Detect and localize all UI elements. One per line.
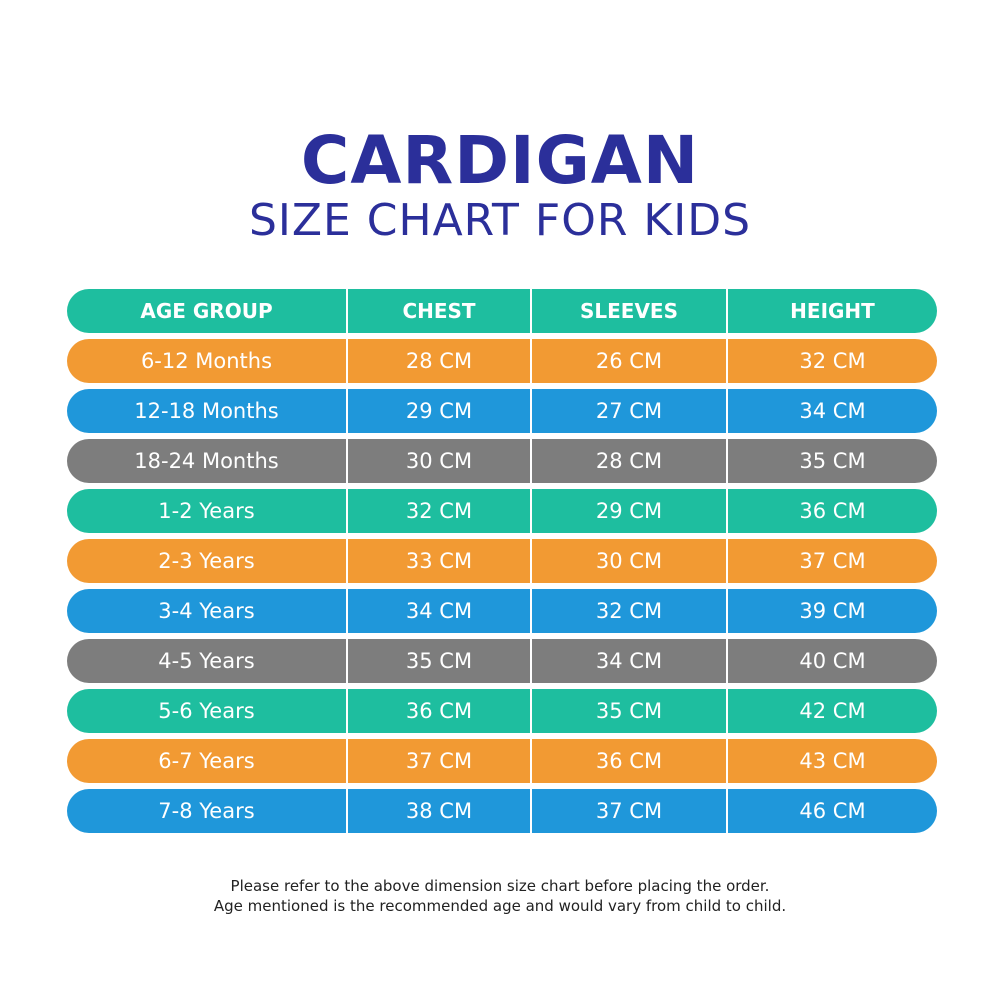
cell-sleeves: 27 CM bbox=[530, 389, 726, 433]
cell-sleeves: 34 CM bbox=[530, 639, 726, 683]
cell-sleeves: 26 CM bbox=[530, 339, 726, 383]
table-row: 4-5 Years 35 CM 34 CM 40 CM bbox=[67, 639, 937, 683]
footnote: Please refer to the above dimension size… bbox=[0, 876, 1000, 916]
cell-chest: 32 CM bbox=[346, 489, 530, 533]
table-row: 3-4 Years 34 CM 32 CM 39 CM bbox=[67, 589, 937, 633]
cell-sleeves: 37 CM bbox=[530, 789, 726, 833]
cell-age-group: 5-6 Years bbox=[158, 699, 255, 723]
cell-chest: 28 CM bbox=[346, 339, 530, 383]
table-header-row: AGE GROUP CHEST SLEEVES HEIGHT bbox=[67, 289, 937, 333]
cell-height: 32 CM bbox=[726, 339, 937, 383]
cell-height: 46 CM bbox=[726, 789, 937, 833]
table-row: 7-8 Years 38 CM 37 CM 46 CM bbox=[67, 789, 937, 833]
cell-sleeves: 36 CM bbox=[530, 739, 726, 783]
table-row: 1-2 Years 32 CM 29 CM 36 CM bbox=[67, 489, 937, 533]
cell-chest: 35 CM bbox=[346, 639, 530, 683]
cell-chest: 34 CM bbox=[346, 589, 530, 633]
cell-age-group: 7-8 Years bbox=[158, 799, 255, 823]
table-row: 2-3 Years 33 CM 30 CM 37 CM bbox=[67, 539, 937, 583]
cell-chest: 36 CM bbox=[346, 689, 530, 733]
footnote-line-2: Age mentioned is the recommended age and… bbox=[213, 897, 787, 915]
table-row: 12-18 Months 29 CM 27 CM 34 CM bbox=[67, 389, 937, 433]
table-row: 18-24 Months 30 CM 28 CM 35 CM bbox=[67, 439, 937, 483]
cell-chest: 30 CM bbox=[346, 439, 530, 483]
header-chest: CHEST bbox=[346, 289, 530, 333]
cell-height: 35 CM bbox=[726, 439, 937, 483]
cell-height: 39 CM bbox=[726, 589, 937, 633]
header-sleeves: SLEEVES bbox=[530, 289, 726, 333]
chart-title: CARDIGAN bbox=[300, 122, 700, 199]
cell-age-group: 1-2 Years bbox=[158, 499, 255, 523]
size-chart-table: AGE GROUP CHEST SLEEVES HEIGHT 6-12 Mont… bbox=[67, 289, 937, 839]
cell-height: 40 CM bbox=[726, 639, 937, 683]
header-height: HEIGHT bbox=[726, 289, 937, 333]
cell-age-group: 6-7 Years bbox=[158, 749, 255, 773]
cell-height: 37 CM bbox=[726, 539, 937, 583]
cell-age-group: 2-3 Years bbox=[158, 549, 255, 573]
cell-chest: 29 CM bbox=[346, 389, 530, 433]
cell-height: 34 CM bbox=[726, 389, 937, 433]
cell-sleeves: 35 CM bbox=[530, 689, 726, 733]
chart-subtitle: SIZE CHART FOR KIDS bbox=[248, 195, 752, 246]
cell-age-group: 4-5 Years bbox=[158, 649, 255, 673]
cell-sleeves: 29 CM bbox=[530, 489, 726, 533]
table-row: 6-12 Months 28 CM 26 CM 32 CM bbox=[67, 339, 937, 383]
table-row: 6-7 Years 37 CM 36 CM 43 CM bbox=[67, 739, 937, 783]
cell-chest: 38 CM bbox=[346, 789, 530, 833]
cell-height: 36 CM bbox=[726, 489, 937, 533]
cell-chest: 33 CM bbox=[346, 539, 530, 583]
header-age-group: AGE GROUP bbox=[140, 299, 273, 323]
table-row: 5-6 Years 36 CM 35 CM 42 CM bbox=[67, 689, 937, 733]
cell-sleeves: 32 CM bbox=[530, 589, 726, 633]
cell-sleeves: 28 CM bbox=[530, 439, 726, 483]
cell-age-group: 18-24 Months bbox=[134, 449, 279, 473]
cell-age-group: 6-12 Months bbox=[140, 349, 273, 373]
cell-age-group: 3-4 Years bbox=[158, 599, 255, 623]
cell-sleeves: 30 CM bbox=[530, 539, 726, 583]
cell-chest: 37 CM bbox=[346, 739, 530, 783]
cell-height: 43 CM bbox=[726, 739, 937, 783]
cell-age-group: 12-18 Months bbox=[134, 399, 279, 423]
cell-height: 42 CM bbox=[726, 689, 937, 733]
footnote-line-1: Please refer to the above dimension size… bbox=[230, 877, 770, 895]
